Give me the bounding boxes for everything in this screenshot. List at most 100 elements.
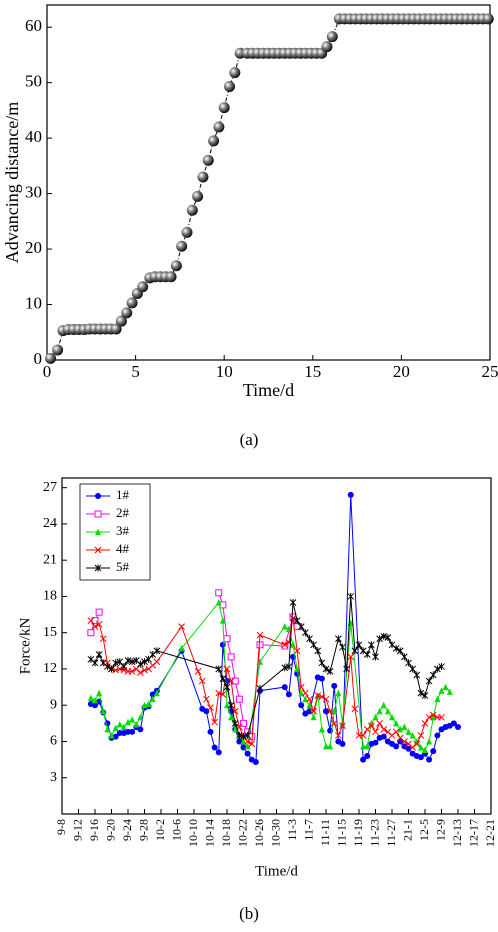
point — [372, 728, 379, 736]
point — [137, 713, 144, 721]
point — [327, 742, 334, 750]
point — [108, 731, 115, 739]
point — [115, 315, 127, 327]
point — [194, 668, 202, 675]
x-tick-label: 12-21 — [483, 819, 497, 847]
point — [380, 726, 388, 733]
point — [141, 658, 148, 666]
point — [323, 708, 329, 715]
point — [129, 728, 136, 735]
point — [360, 742, 367, 750]
point — [256, 641, 264, 649]
x-tick-label: 10-22 — [235, 819, 249, 847]
point — [281, 641, 289, 649]
x-tick-label: 21-1 — [400, 819, 414, 841]
point — [364, 742, 371, 750]
point — [302, 689, 309, 697]
point — [236, 731, 243, 739]
point — [323, 742, 329, 750]
point — [368, 722, 375, 730]
point — [339, 643, 346, 651]
plot-frame — [46, 4, 491, 361]
point — [178, 623, 185, 631]
point — [355, 641, 363, 649]
y-tick-label: 15 — [43, 625, 57, 640]
point — [137, 660, 144, 668]
point — [434, 695, 441, 703]
x-tick-label: 9-12 — [70, 819, 84, 841]
point — [224, 81, 236, 93]
point — [227, 701, 235, 709]
point — [149, 650, 157, 658]
point — [380, 632, 388, 640]
point — [417, 689, 425, 697]
x-tick-label: 11-7 — [301, 819, 315, 841]
point — [223, 635, 231, 643]
point — [359, 732, 367, 739]
point — [145, 655, 152, 663]
point — [208, 135, 220, 147]
point — [213, 121, 225, 133]
y-tick-label: 20 — [25, 238, 42, 257]
point — [207, 728, 214, 735]
x-tick-label: 11-27 — [384, 819, 398, 847]
point — [95, 620, 103, 628]
point — [197, 171, 209, 183]
y-tick-label: 21 — [43, 552, 57, 567]
point — [87, 617, 95, 624]
point — [95, 528, 101, 535]
caption: (a) — [240, 430, 259, 449]
point — [96, 689, 103, 697]
x-tick-label: 10-6 — [169, 819, 183, 841]
point — [326, 707, 334, 715]
point — [310, 707, 317, 715]
point — [99, 659, 107, 667]
point — [219, 690, 227, 698]
point — [425, 677, 433, 685]
point — [236, 738, 243, 745]
point — [339, 740, 346, 747]
point — [108, 665, 115, 673]
point — [372, 713, 379, 721]
point — [181, 226, 193, 238]
point — [450, 720, 457, 727]
x-axis-label: Time/d — [243, 380, 294, 400]
series-line — [90, 601, 451, 751]
y-tick-label: 50 — [25, 72, 42, 91]
point — [153, 647, 161, 655]
point — [417, 744, 424, 751]
point — [257, 658, 263, 665]
point — [294, 665, 301, 672]
point — [376, 719, 383, 727]
point — [92, 696, 98, 704]
point — [430, 713, 437, 721]
point — [384, 707, 391, 715]
y-axis-label: Force/kN — [17, 618, 33, 675]
point — [215, 665, 223, 673]
point — [363, 650, 371, 658]
point — [339, 722, 346, 730]
legend-label: 2# — [116, 505, 130, 520]
point — [393, 719, 400, 727]
point — [343, 665, 350, 673]
point — [310, 641, 317, 649]
x-tick-label: 9-20 — [103, 819, 117, 841]
x-tick-label: 9-28 — [136, 819, 150, 841]
x-tick-label: 10 — [216, 362, 233, 381]
point — [186, 204, 198, 216]
point — [153, 689, 160, 697]
point — [211, 718, 218, 726]
point — [87, 629, 95, 637]
x-tick-label: 5 — [131, 362, 140, 381]
point — [235, 695, 243, 703]
x-tick-label: 10-30 — [268, 819, 282, 847]
point — [95, 650, 103, 658]
legend-label: 5# — [116, 559, 130, 574]
point — [240, 737, 247, 745]
point — [417, 732, 425, 739]
point — [87, 694, 94, 701]
point — [92, 702, 98, 709]
point — [285, 691, 292, 698]
point — [380, 701, 387, 709]
point — [405, 659, 412, 667]
